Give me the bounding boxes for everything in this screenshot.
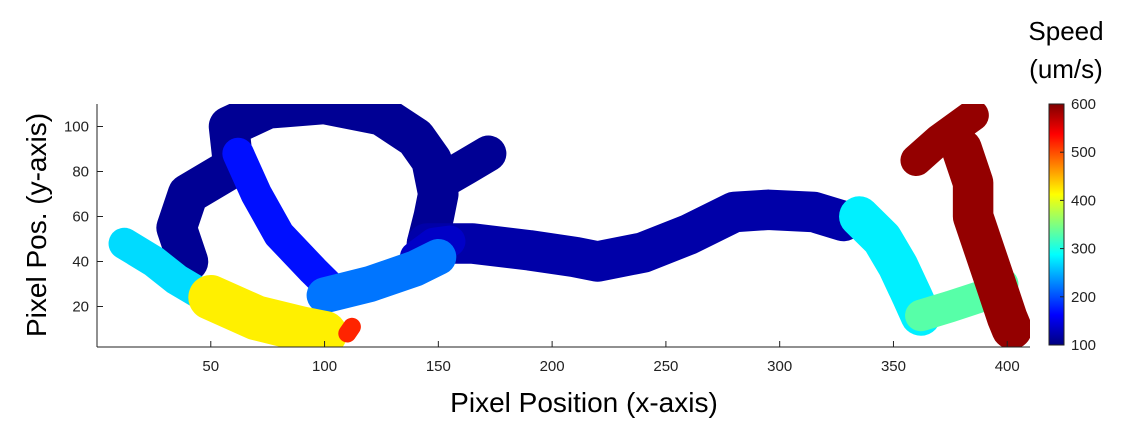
y-tick-label: 40 xyxy=(72,254,89,271)
y-tick-label: 100 xyxy=(64,119,89,136)
speed-track-14 xyxy=(900,104,989,177)
x-tick-label: 250 xyxy=(653,358,678,375)
colorbar-title-line-1: Speed xyxy=(1028,16,1103,46)
speed-track-3 xyxy=(406,189,864,282)
speed-track-8 xyxy=(839,196,942,336)
x-axis-title: Pixel Position (x-axis) xyxy=(450,387,718,418)
colorbar-tick-label: 300 xyxy=(1071,241,1096,258)
speed-track-6 xyxy=(306,239,457,314)
y-tick-label: 60 xyxy=(72,209,89,226)
x-ticks: 50 100 150 200 250 300 350 400 xyxy=(202,341,1020,375)
speed-track-7 xyxy=(108,227,216,309)
colorbar-tick-label: 600 xyxy=(1071,96,1096,113)
x-tick-label: 400 xyxy=(995,358,1020,375)
colorbar-tick-label: 500 xyxy=(1071,144,1096,161)
speed-track-4 xyxy=(222,137,352,309)
speed-track-10 xyxy=(188,275,348,347)
colorbar-ticks: 100 200 300 400 500 600 xyxy=(1060,96,1096,354)
speed-track-13 xyxy=(941,128,1030,347)
plot-axes: 50 100 150 200 250 300 350 400 20 40 60 80 100 xyxy=(64,104,1030,375)
speed-track-2 xyxy=(420,135,507,201)
y-ticks: 20 40 60 80 100 xyxy=(64,119,103,316)
colorbar-tick-label: 200 xyxy=(1071,289,1096,306)
colorbar-tick-label: 400 xyxy=(1071,192,1096,209)
y-tick-label: 20 xyxy=(72,299,89,316)
x-tick-label: 50 xyxy=(202,358,219,375)
y-axis-title: Pixel Pos. (y-axis) xyxy=(21,113,52,337)
colorbar-gradient xyxy=(1048,103,1065,346)
y-tick-label: 80 xyxy=(72,164,89,181)
x-tick-label: 100 xyxy=(312,358,337,375)
speed-tracks xyxy=(108,104,1030,347)
x-tick-label: 200 xyxy=(540,358,565,375)
x-tick-label: 350 xyxy=(881,358,906,375)
x-tick-label: 300 xyxy=(767,358,792,375)
colorbar-tick-label: 100 xyxy=(1071,337,1096,354)
x-tick-label: 150 xyxy=(426,358,451,375)
speed-track-11 xyxy=(338,317,361,343)
speed-track-1 xyxy=(156,104,459,282)
colorbar: 100 200 300 400 500 600 Speed (um/s) xyxy=(1028,16,1103,354)
colorbar-title-line-2: (um/s) xyxy=(1029,54,1103,84)
